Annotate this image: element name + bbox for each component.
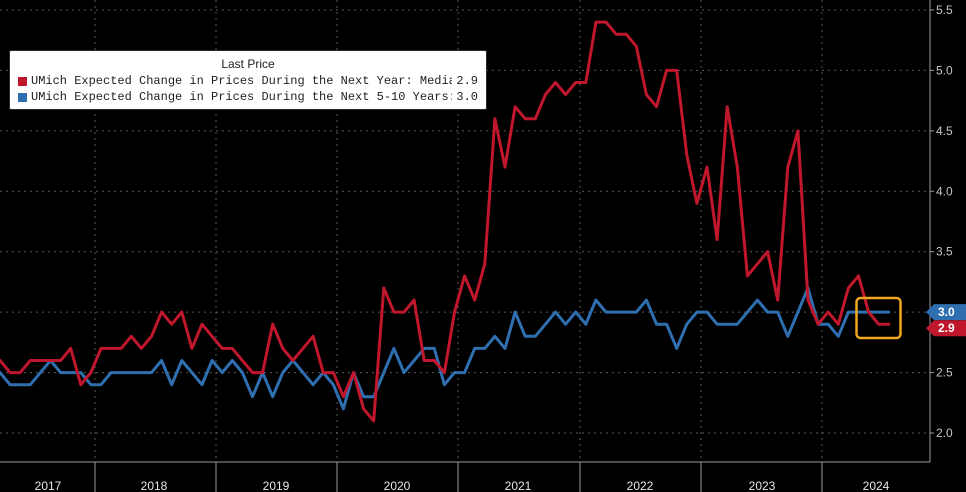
y-axis: 2.0 2.5 3.0 3.5 4.0 4.5 5.0 5.5 — [929, 0, 953, 462]
legend-entry-5-10-years: UMich Expected Change in Prices During t… — [18, 89, 478, 105]
series-line-5-10-years — [0, 286, 891, 411]
legend-title: Last Price — [221, 57, 275, 71]
x-tick-label: 2019 — [263, 479, 290, 492]
value-tag: 3.0 — [926, 304, 966, 321]
y-tick-label: 2.5 — [936, 366, 953, 380]
chart-legend: Last Price UMich Expected Change in Pric… — [9, 50, 487, 110]
legend-entry-next-year: UMich Expected Change in Prices During t… — [18, 73, 478, 89]
legend-entry-value: 3.0 — [456, 90, 478, 104]
x-axis: 2017 2018 2019 2020 2021 2022 2023 2024 — [0, 461, 930, 492]
highlight-box — [855, 296, 902, 340]
x-tick-label: 2023 — [749, 479, 776, 492]
legend-entry-label: UMich Expected Change in Prices During t… — [31, 74, 453, 88]
y-tick-label: 5.5 — [936, 3, 953, 17]
x-tick-label: 2024 — [863, 479, 890, 492]
value-tag-shape — [926, 304, 966, 321]
last-value-highlight — [855, 296, 902, 340]
series-line-next-year — [0, 20, 891, 423]
series-lines — [0, 20, 891, 423]
legend-swatch-blue — [18, 92, 27, 102]
x-tick-label: 2018 — [141, 479, 168, 492]
legend-entry-value: 2.9 — [456, 74, 478, 88]
legend-swatch-red — [18, 76, 27, 86]
value-tag-label: 3.0 — [938, 305, 955, 319]
y-tick-label: 2.0 — [936, 426, 953, 440]
y-tick-label: 3.5 — [936, 245, 953, 259]
value-tag-label: 2.9 — [938, 321, 955, 335]
x-tick-label: 2022 — [627, 479, 654, 492]
y-tick-label: 5.0 — [936, 63, 953, 77]
x-tick-label: 2017 — [35, 479, 62, 492]
last-value-tags: 3.02.9 — [926, 304, 966, 337]
x-tick-label: 2021 — [505, 479, 532, 492]
y-tick-label: 4.0 — [936, 184, 953, 198]
x-tick-label: 2020 — [384, 479, 411, 492]
value-tag-shape — [926, 320, 966, 337]
y-tick-label: 4.5 — [936, 124, 953, 138]
legend-entry-label: UMich Expected Change in Prices During t… — [31, 90, 453, 104]
value-tag: 2.9 — [926, 320, 966, 337]
